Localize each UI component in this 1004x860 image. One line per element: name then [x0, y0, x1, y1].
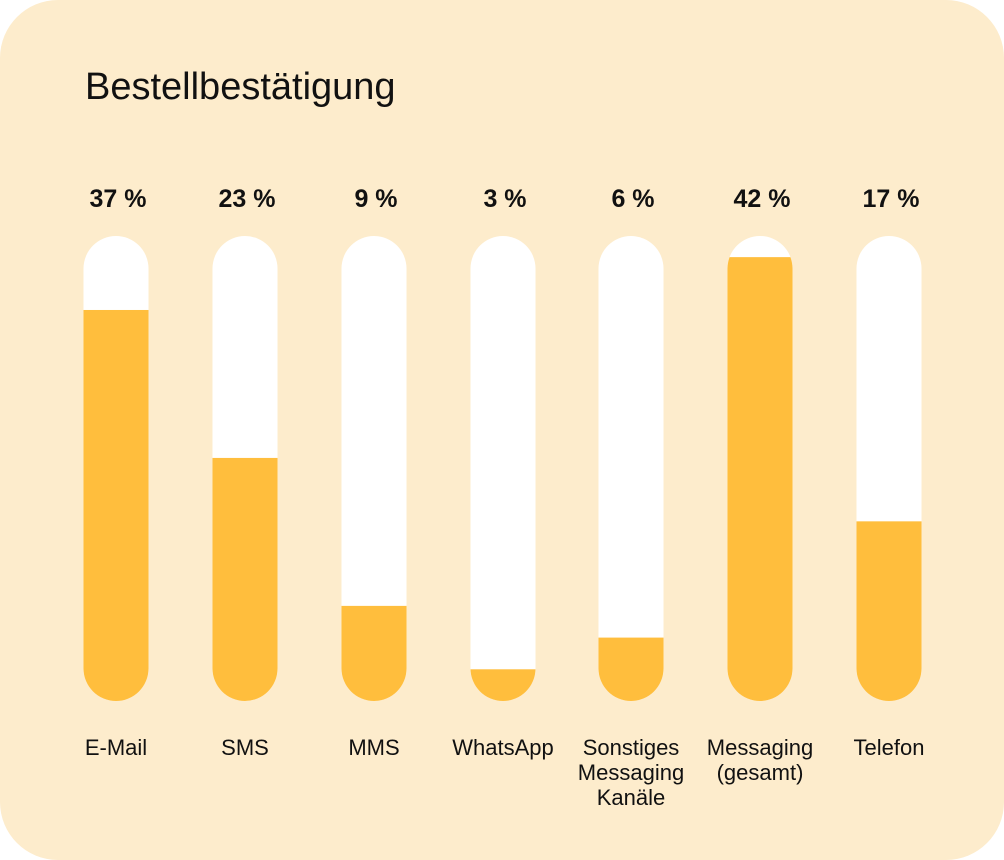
bar: [598, 637, 664, 701]
bar: [212, 457, 278, 701]
value-label: 3 %: [483, 185, 526, 213]
bar: [83, 309, 149, 701]
bar-group: 9 % MMS: [341, 185, 407, 760]
bar-group: 17 % Telefon: [854, 185, 925, 760]
bar: [341, 605, 407, 701]
bar-track: [598, 236, 664, 701]
bar-group: 37 % E-Mail: [83, 185, 149, 760]
category-label: Sonstiges Messaging Kanäle: [578, 735, 684, 810]
category-label: SMS: [221, 735, 269, 760]
bar-group: 23 % SMS: [212, 185, 278, 760]
bar-group: 6 % Sonstiges Messaging Kanäle: [578, 185, 684, 810]
value-label: 9 %: [354, 185, 397, 213]
bar: [856, 521, 922, 701]
bar: [727, 257, 793, 701]
value-label: 23 %: [219, 185, 276, 213]
value-label: 42 %: [734, 185, 791, 213]
category-label: WhatsApp: [452, 735, 554, 760]
value-label: 17 %: [863, 185, 920, 213]
bar-track: [341, 236, 407, 701]
value-label: 37 %: [90, 185, 147, 213]
bar-track: [470, 236, 536, 701]
bar-group: 3 % WhatsApp: [452, 185, 554, 760]
category-label: Messaging (gesamt): [707, 735, 813, 785]
category-label: E-Mail: [85, 735, 147, 760]
bar-group: 42 % Messaging (gesamt): [707, 185, 813, 785]
bar: [470, 669, 536, 701]
chart-title: Bestellbestätigung: [85, 66, 396, 108]
category-label: MMS: [348, 735, 399, 760]
category-label: Telefon: [854, 735, 925, 760]
value-label: 6 %: [611, 185, 654, 213]
